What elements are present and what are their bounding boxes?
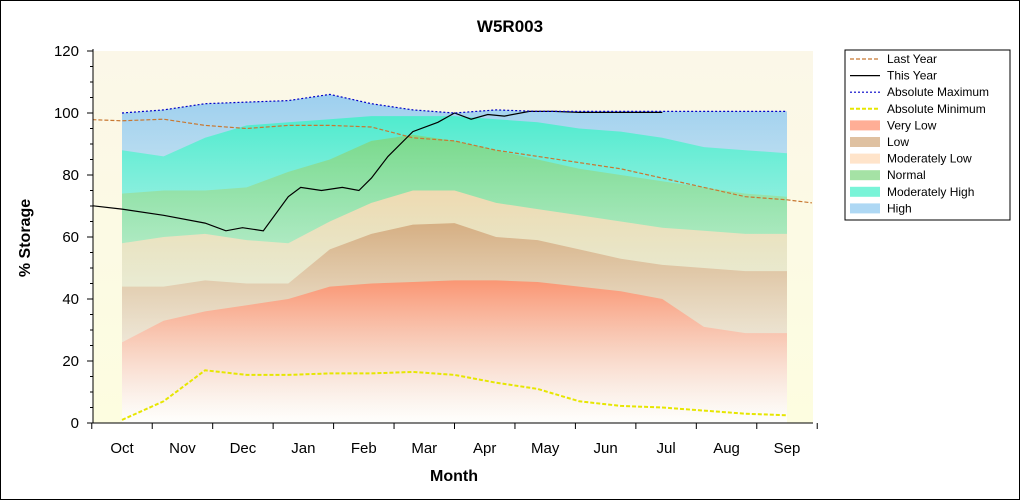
y-tick-label: 100 [54,105,79,122]
x-axis-label: Month [430,468,478,485]
x-tick-label: Feb [351,440,377,457]
legend-label: Moderately Low [887,152,972,166]
legend-label: Very Low [887,118,937,132]
x-tick-label: May [531,440,560,457]
legend-swatch [850,120,880,131]
y-tick-label: 20 [62,353,79,370]
y-tick-label: 40 [62,291,79,308]
legend-label: Moderately High [887,185,974,199]
x-tick-label: Oct [110,440,134,457]
x-tick-label: Sep [774,440,801,457]
y-axis-label: % Storage [17,199,34,277]
legend-label: Low [887,135,909,149]
legend-label: Last Year [887,52,937,66]
legend-swatch [850,186,880,197]
y-tick-label: 120 [54,43,79,60]
legend-label: Normal [887,168,926,182]
x-tick-label: Mar [411,440,437,457]
x-tick-label: Jan [291,440,315,457]
x-tick-label: Dec [230,440,257,457]
legend-label: This Year [887,69,937,83]
y-tick-label: 60 [62,229,79,246]
x-tick-label: Jun [594,440,618,457]
legend-label: Absolute Minimum [887,102,986,116]
series-this-year [93,110,663,232]
legend-swatch [850,170,880,181]
y-tick-label: 80 [62,167,79,184]
x-tick-label: Jul [656,440,675,457]
legend-swatch [850,203,880,214]
legend-label: Absolute Maximum [887,85,989,99]
series-absolute-minimum [121,369,788,421]
legend-label: High [887,201,912,215]
legend-swatch [850,153,880,164]
y-tick-label: 0 [71,415,79,432]
series-last-year [93,118,812,204]
x-tick-label: Nov [169,440,196,457]
x-tick-label: Aug [713,440,740,457]
series-absolute-maximum [121,93,787,114]
legend-swatch [850,137,880,147]
chart-title: W5R003 [477,17,543,36]
band-very-low [122,280,787,423]
x-tick-label: Apr [473,440,496,457]
legend: Last Year This Year Absolute Maximum Absolu… [844,49,1011,221]
